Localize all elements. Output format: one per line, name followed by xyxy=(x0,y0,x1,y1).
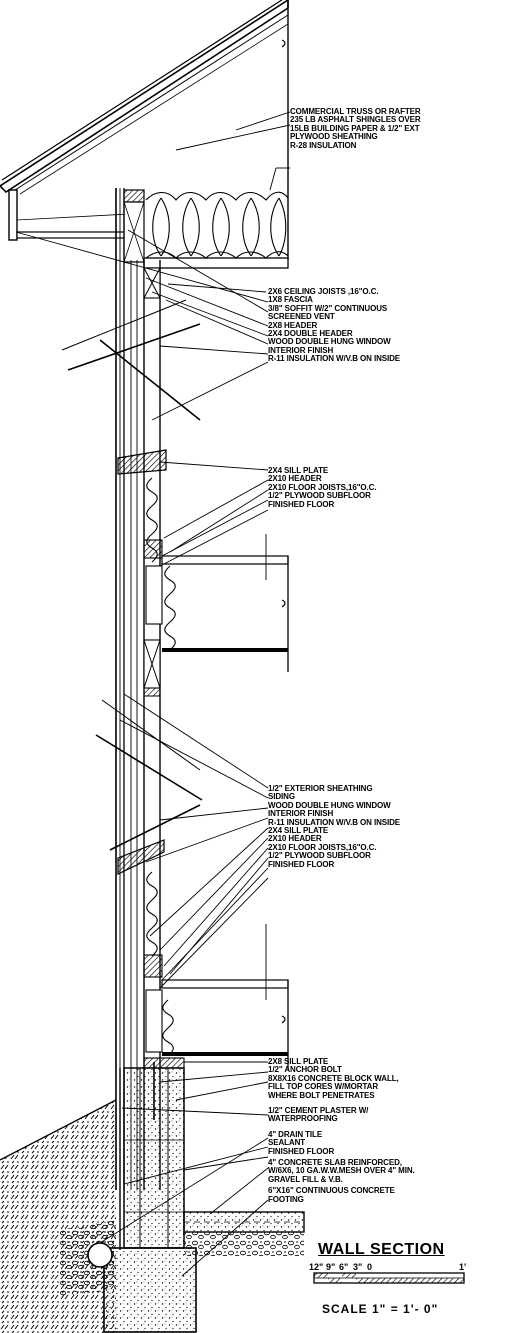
note-wall-insulation-upper: R-11 INSULATION W/V.B ON INSIDE xyxy=(268,354,401,364)
foundation-labels: 2x8 SILL PLATE 1/2" ANCHOR BOLT 8x8x16 C… xyxy=(268,1057,415,1204)
note-siding: SIDING xyxy=(268,792,295,802)
roof-labels: COMMERCIAL TRUSS OR RAFTER 235 LB ASPHAL… xyxy=(290,107,421,150)
scale-tick: 1' xyxy=(459,1262,467,1272)
foundation-assembly xyxy=(0,1062,305,1333)
drawing-title: WALL SECTION xyxy=(318,1241,445,1258)
note-sill-plate-2x4-b: 2x4 SILL PLATE xyxy=(268,826,329,836)
wall1-labels: 1/2" EXTERIOR SHEATHING SIDING WOOD DOUB… xyxy=(268,784,401,869)
note-wall-insulation-lower: R-11 INSULATION W/V.B ON INSIDE xyxy=(268,817,401,827)
wall-assembly xyxy=(61,188,289,1190)
note-sealant: SEALANT xyxy=(268,1138,306,1148)
note-anchor-bolt: 1/2" ANCHOR BOLT xyxy=(268,1065,342,1075)
note-floor-joists-b: 2x10 FLOOR JOISTS,16"O.C. xyxy=(268,842,377,852)
scale-tick: 3" xyxy=(353,1262,363,1272)
note-finished-floor-slab: FINISHED FLOOR xyxy=(268,1146,335,1156)
note-roof-insulation: R-28 INSULATION xyxy=(290,140,357,150)
note-block-wall: 8x8x16 CONCRETE BLOCK WALL, xyxy=(268,1073,399,1083)
roof-assembly xyxy=(0,0,291,269)
note-window-lower: WOOD DOUBLE HUNG WINDOW xyxy=(268,800,391,810)
eave-labels: 2x6 CEILING JOISTS ,16"O.C. 1x8 FASCIA 3… xyxy=(268,287,401,364)
note-window-upper: WOOD DOUBLE HUNG WINDOW xyxy=(268,337,391,347)
note-exterior-sheathing: 1/2" EXTERIOR SHEATHING xyxy=(268,784,373,793)
note-concrete-slab: 4" CONCRETE SLAB REINFORCED, xyxy=(268,1158,402,1168)
note-header-2x10-b: 2x10 HEADER xyxy=(268,834,322,844)
note-interior-finish-upper: INTERIOR FINISH xyxy=(268,345,334,355)
note-subfloor-a: 1/2" PLYWOOD SUBFLOOR xyxy=(268,491,371,501)
note-block-wall-2: FILL TOP CORES W/MORTAR xyxy=(268,1082,378,1092)
note-ceiling-joists: 2x6 CEILING JOISTS ,16"O.C. xyxy=(268,287,379,296)
note-interior-finish-lower: INTERIOR FINISH xyxy=(268,809,334,819)
note-header-2x10-a: 2x10 HEADER xyxy=(268,474,322,484)
note-mesh: W/6x6, 10 GA.W.W.MESH OVER 4" MIN. xyxy=(268,1166,415,1176)
note-floor-joists-a: 2x10 FLOOR JOISTS,16"O.C. xyxy=(268,482,377,492)
note-screened-vent: SCREENED VENT xyxy=(268,312,335,322)
floor2-labels: 2x4 SILL PLATE 2x10 HEADER 2x10 FLOOR JO… xyxy=(268,466,377,509)
scale-tick: 6" xyxy=(339,1262,349,1272)
note-truss: COMMERCIAL TRUSS OR RAFTER xyxy=(290,107,421,116)
note-header-2x8: 2x8 HEADER xyxy=(268,320,318,330)
note-fascia: 1x8 FASCIA xyxy=(268,295,313,305)
note-shingles: 235 LB ASPHALT SHINGLES OVER xyxy=(290,115,421,125)
note-cement-plaster: 1/2" CEMENT PLASTER W/ xyxy=(268,1106,369,1116)
scale-tick: 12" xyxy=(309,1262,324,1272)
note-subfloor-b: 1/2" PLYWOOD SUBFLOOR xyxy=(268,851,371,861)
scale-note: SCALE 1" = 1'- 0" xyxy=(322,1302,439,1316)
note-soffit: 3/8" SOFFIT W/2" CONTINUOUS xyxy=(268,303,388,313)
scale-tick: 0 xyxy=(367,1262,373,1272)
note-waterproofing: WATERPROOFING xyxy=(268,1114,338,1124)
note-plywood-sheathing: PLYWOOD SHEATHING xyxy=(290,132,378,142)
note-gravel-fill: GRAVEL FILL & V.B. xyxy=(268,1174,343,1184)
note-drain-tile: 4" DRAIN TILE xyxy=(268,1129,323,1139)
note-sill-plate-2x4-a: 2x4 SILL PLATE xyxy=(268,466,329,475)
note-finished-floor-a: FINISHED FLOOR xyxy=(268,499,335,509)
note-block-wall-3: WHERE BOLT PENETRATES xyxy=(268,1090,375,1100)
note-footing: 6"x16" CONTINUOUS CONCRETE xyxy=(268,1186,395,1196)
leader-lines xyxy=(15,229,269,1277)
note-footing-2: FOOTING xyxy=(268,1194,304,1204)
scale-tick: 9" xyxy=(326,1262,336,1272)
graphic-scale xyxy=(313,1272,465,1284)
note-sill-plate-2x8: 2x8 SILL PLATE xyxy=(268,1057,329,1066)
note-finished-floor-b: FINISHED FLOOR xyxy=(268,859,335,869)
note-building-paper: 15LB BUILDING PAPER & 1/2" EXT xyxy=(290,123,420,133)
note-double-header: 2x4 DOUBLE HEADER xyxy=(268,329,353,339)
